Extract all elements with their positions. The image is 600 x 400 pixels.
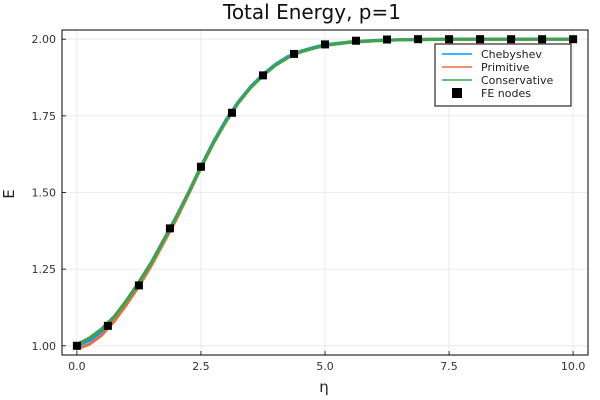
x-tick-label: 10.0	[561, 360, 586, 373]
legend-label-chebyshev: Chebyshev	[481, 48, 542, 61]
x-tick-label: 0.0	[68, 360, 86, 373]
legend-label-primitive: Primitive	[481, 61, 530, 74]
legend-swatch-fe-nodes	[452, 88, 462, 98]
fe-node-marker	[414, 35, 423, 44]
fe-node-markers	[72, 35, 578, 350]
fe-node-marker	[165, 224, 174, 233]
y-tick-label: 1.75	[32, 110, 57, 123]
fe-node-marker	[476, 35, 485, 44]
fe-node-marker	[103, 321, 112, 330]
fe-node-marker	[352, 36, 361, 45]
fe-node-marker	[258, 71, 267, 80]
y-axis-label: E	[0, 189, 18, 198]
y-tick-label: 1.50	[32, 187, 57, 200]
fe-node-marker	[569, 35, 578, 44]
x-tick-label: 7.5	[440, 360, 458, 373]
fe-node-marker	[196, 162, 205, 171]
fe-node-marker	[445, 35, 454, 44]
fe-node-marker	[507, 35, 516, 44]
fe-node-marker	[134, 281, 143, 290]
x-tick-label: 5.0	[316, 360, 334, 373]
x-axis-ticks: 0.0 2.5 5.0 7.5 10.0	[68, 351, 585, 373]
fe-node-marker	[383, 35, 392, 44]
y-tick-label: 2.00	[32, 33, 57, 46]
y-tick-label: 1.00	[32, 340, 57, 353]
chart-title: Total Energy, p=1	[222, 0, 401, 24]
fe-node-marker	[227, 108, 236, 117]
fe-node-marker	[72, 341, 81, 350]
fe-node-marker	[538, 35, 547, 44]
y-axis-ticks: 1.00 1.25 1.50 1.75 2.00	[32, 33, 66, 353]
legend: Chebyshev Primitive Conservative FE node…	[434, 43, 572, 107]
x-tick-label: 2.5	[192, 360, 210, 373]
fe-node-marker	[289, 49, 298, 58]
y-tick-label: 1.25	[32, 263, 57, 276]
fe-node-marker	[321, 40, 329, 49]
x-axis-label: η	[319, 378, 329, 396]
legend-label-conservative: Conservative	[481, 74, 554, 87]
legend-label-fe-nodes: FE nodes	[481, 87, 531, 100]
